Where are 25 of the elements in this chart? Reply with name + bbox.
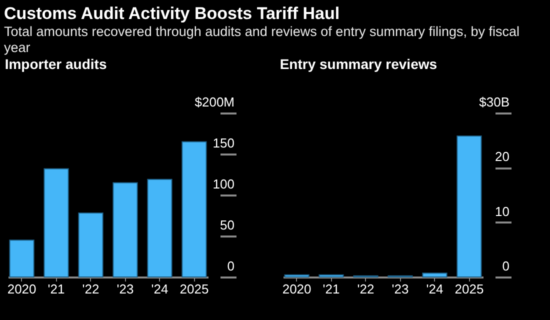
x-tick-label: '23	[116, 282, 134, 296]
y-tick-label: $200M	[194, 94, 234, 110]
x-tick-label: 2025	[180, 282, 209, 296]
y-tick-label: 150	[212, 136, 234, 150]
chart-title: Importer audits	[4, 56, 107, 72]
x-tick-label: '22	[357, 282, 374, 296]
x-tick-label: 2025	[454, 282, 484, 296]
y-tick-label: 50	[220, 218, 234, 232]
text: Total amounts recovered through audits and reviews of entry summary filings, by fiscal year	[4, 24, 520, 56]
x-tick-label: '23	[392, 282, 409, 296]
x-tick-label: '22	[82, 282, 100, 296]
y-tick-label: 20	[495, 149, 510, 164]
y-tick-label: 100	[212, 176, 234, 192]
x-tick-label: 2020	[7, 282, 36, 296]
x-tick-label: '21	[48, 282, 65, 296]
y-tick-label: 0	[502, 258, 510, 274]
x-tick-label: 2020	[282, 282, 312, 296]
x-tick-label: '24	[426, 282, 444, 296]
y-tick-label: $30B	[479, 94, 510, 110]
text: Customs Audit Activity Boosts Tariff Haul	[4, 4, 341, 24]
chart-title: Entry summary reviews	[280, 56, 438, 72]
x-tick-label: '21	[322, 282, 340, 296]
y-tick-label: 0	[227, 258, 234, 274]
y-tick-label: 10	[495, 204, 510, 219]
x-tick-label: '24	[151, 282, 168, 296]
